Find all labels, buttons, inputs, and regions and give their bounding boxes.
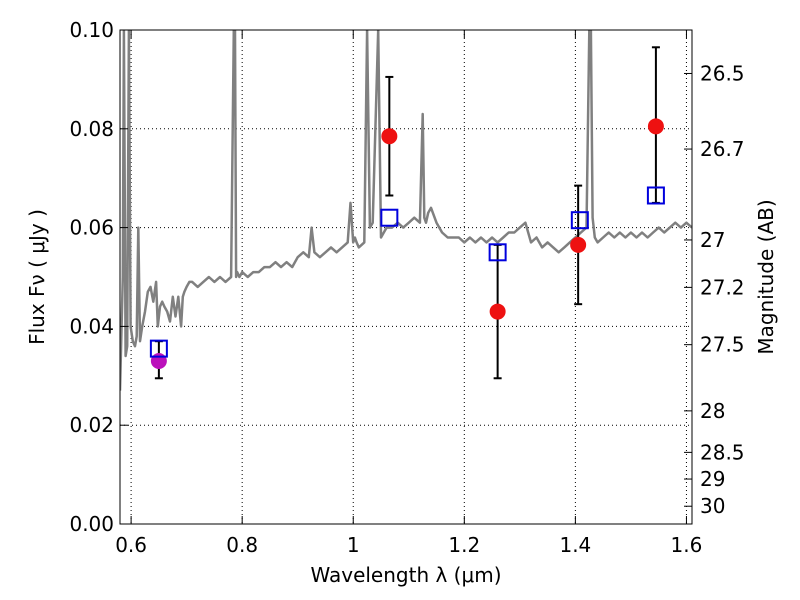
y-tick-label: 0.10 xyxy=(69,18,114,42)
y-tick-label: 0.02 xyxy=(69,413,114,437)
model-point xyxy=(488,243,507,262)
x-tick-label: 0.8 xyxy=(226,533,258,557)
right-tick-label: 28.5 xyxy=(700,440,745,464)
axis-ticks: 0.6 0.8 1 1.2 1.4 1.6 0.00 0.02 0.04 0.06 0.08 0.10… xyxy=(69,18,744,557)
plot-frame xyxy=(119,29,693,525)
data-point xyxy=(489,303,506,320)
grid-lines xyxy=(120,29,692,525)
y-tick-label: 0.00 xyxy=(69,512,114,536)
y-tick-label: 0.04 xyxy=(69,314,114,338)
data-point xyxy=(570,236,587,253)
right-tick-label: 26.7 xyxy=(700,137,745,161)
data-point xyxy=(647,118,664,135)
right-tick-label: 27 xyxy=(700,228,725,252)
right-tick-label: 27.2 xyxy=(700,275,745,299)
right-tick-label: 28 xyxy=(700,399,725,423)
x-tick-label: 1.6 xyxy=(671,533,703,557)
model-point xyxy=(646,186,665,205)
right-tick-label: 30 xyxy=(700,494,725,518)
x-axis-label: Wavelength λ (μm) xyxy=(310,563,501,587)
x-tick-label: 0.6 xyxy=(115,533,147,557)
model-point xyxy=(380,208,399,227)
right-tick-label: 26.5 xyxy=(700,61,745,85)
spectrum-line xyxy=(120,30,692,391)
y-tick-label: 0.08 xyxy=(69,117,114,141)
data-series xyxy=(120,30,692,391)
model-point xyxy=(149,339,168,358)
y-axis-label: Flux Fν ( μJy ) xyxy=(25,209,49,345)
x-tick-label: 1.2 xyxy=(448,533,480,557)
x-tick-label: 1.4 xyxy=(559,533,591,557)
model-point xyxy=(570,211,589,230)
right-tick-label: 29 xyxy=(700,467,725,491)
data-point xyxy=(381,128,398,145)
right-axis-label: Magnitude (AB) xyxy=(754,199,778,354)
y-tick-label: 0.06 xyxy=(69,216,114,240)
right-tick-label: 27.5 xyxy=(700,333,745,357)
x-tick-label: 1 xyxy=(347,533,360,557)
